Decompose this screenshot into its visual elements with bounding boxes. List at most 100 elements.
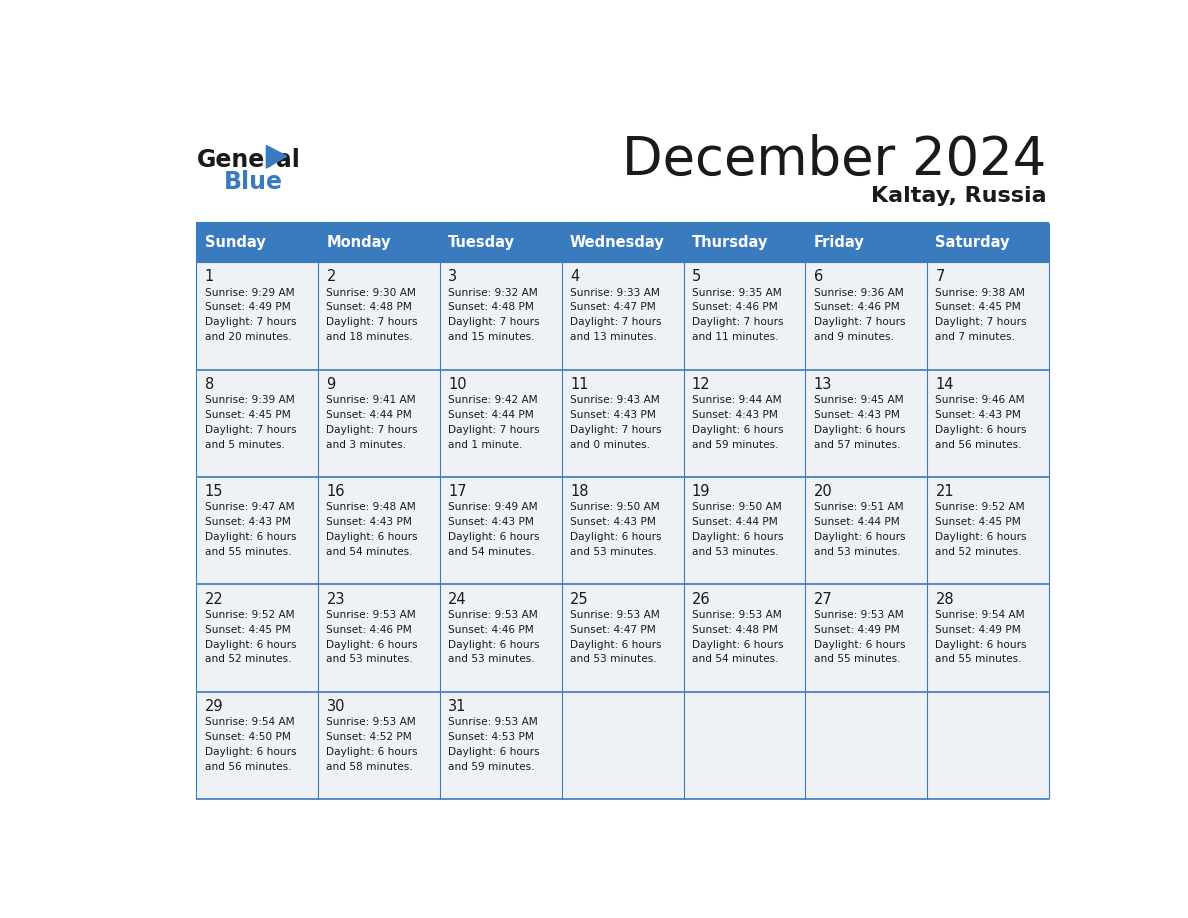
Text: and 3 minutes.: and 3 minutes. xyxy=(327,440,406,450)
Text: 14: 14 xyxy=(935,376,954,392)
Text: Sunrise: 9:45 AM: Sunrise: 9:45 AM xyxy=(814,395,903,405)
Text: 20: 20 xyxy=(814,484,833,499)
Bar xyxy=(318,263,440,370)
Text: Sunrise: 9:53 AM: Sunrise: 9:53 AM xyxy=(448,610,538,620)
Text: and 5 minutes.: and 5 minutes. xyxy=(204,440,285,450)
Text: 16: 16 xyxy=(327,484,345,499)
Bar xyxy=(805,585,927,692)
Text: Sunset: 4:43 PM: Sunset: 4:43 PM xyxy=(814,409,899,420)
Text: 7: 7 xyxy=(935,269,944,285)
Bar xyxy=(805,692,927,800)
Text: Daylight: 7 hours: Daylight: 7 hours xyxy=(204,318,296,328)
Bar xyxy=(683,585,805,692)
Text: Daylight: 6 hours: Daylight: 6 hours xyxy=(935,532,1026,543)
Text: Sunset: 4:44 PM: Sunset: 4:44 PM xyxy=(327,409,412,420)
Bar xyxy=(683,477,805,585)
Text: Daylight: 6 hours: Daylight: 6 hours xyxy=(327,747,418,757)
Text: and 52 minutes.: and 52 minutes. xyxy=(204,655,291,665)
Text: Daylight: 7 hours: Daylight: 7 hours xyxy=(691,318,783,328)
Text: and 58 minutes.: and 58 minutes. xyxy=(327,762,413,772)
Text: and 52 minutes.: and 52 minutes. xyxy=(935,547,1022,557)
Text: Daylight: 6 hours: Daylight: 6 hours xyxy=(204,532,296,543)
Bar xyxy=(440,585,562,692)
Text: Sunrise: 9:54 AM: Sunrise: 9:54 AM xyxy=(204,717,295,727)
Bar xyxy=(562,263,683,370)
Text: 17: 17 xyxy=(448,484,467,499)
Text: and 11 minutes.: and 11 minutes. xyxy=(691,332,778,342)
Text: Sunset: 4:45 PM: Sunset: 4:45 PM xyxy=(204,625,290,634)
Bar xyxy=(683,692,805,800)
Text: Daylight: 7 hours: Daylight: 7 hours xyxy=(814,318,905,328)
Text: and 59 minutes.: and 59 minutes. xyxy=(691,440,778,450)
Text: Daylight: 6 hours: Daylight: 6 hours xyxy=(691,532,783,543)
Text: Sunday: Sunday xyxy=(204,235,265,251)
Bar xyxy=(440,263,562,370)
Text: Daylight: 7 hours: Daylight: 7 hours xyxy=(204,425,296,435)
Text: 13: 13 xyxy=(814,376,832,392)
Text: Daylight: 7 hours: Daylight: 7 hours xyxy=(327,318,418,328)
Bar xyxy=(196,223,1049,263)
Text: 23: 23 xyxy=(327,591,345,607)
Text: Sunrise: 9:53 AM: Sunrise: 9:53 AM xyxy=(327,717,416,727)
Text: 4: 4 xyxy=(570,269,580,285)
Text: December 2024: December 2024 xyxy=(623,134,1047,185)
Text: and 53 minutes.: and 53 minutes. xyxy=(691,547,778,557)
Text: Daylight: 7 hours: Daylight: 7 hours xyxy=(935,318,1026,328)
Bar xyxy=(196,692,318,800)
Text: Daylight: 6 hours: Daylight: 6 hours xyxy=(814,532,905,543)
Text: Sunrise: 9:53 AM: Sunrise: 9:53 AM xyxy=(448,717,538,727)
Text: 22: 22 xyxy=(204,591,223,607)
Text: and 53 minutes.: and 53 minutes. xyxy=(570,547,657,557)
Text: Daylight: 6 hours: Daylight: 6 hours xyxy=(814,425,905,435)
Text: Daylight: 6 hours: Daylight: 6 hours xyxy=(814,640,905,650)
Text: and 59 minutes.: and 59 minutes. xyxy=(448,762,535,772)
Text: 5: 5 xyxy=(691,269,701,285)
Text: and 0 minutes.: and 0 minutes. xyxy=(570,440,650,450)
Text: and 55 minutes.: and 55 minutes. xyxy=(204,547,291,557)
Bar xyxy=(927,692,1049,800)
Text: 30: 30 xyxy=(327,699,345,714)
Text: and 54 minutes.: and 54 minutes. xyxy=(691,655,778,665)
Bar xyxy=(440,370,562,477)
Text: Sunset: 4:43 PM: Sunset: 4:43 PM xyxy=(204,518,291,527)
Text: Sunrise: 9:51 AM: Sunrise: 9:51 AM xyxy=(814,502,903,512)
Text: 31: 31 xyxy=(448,699,467,714)
Text: Friday: Friday xyxy=(814,235,865,251)
Bar xyxy=(927,585,1049,692)
Text: and 20 minutes.: and 20 minutes. xyxy=(204,332,291,342)
Text: 11: 11 xyxy=(570,376,588,392)
Text: 25: 25 xyxy=(570,591,589,607)
Text: and 54 minutes.: and 54 minutes. xyxy=(327,547,413,557)
Text: Sunset: 4:43 PM: Sunset: 4:43 PM xyxy=(570,518,656,527)
Text: Sunset: 4:48 PM: Sunset: 4:48 PM xyxy=(691,625,778,634)
Text: 9: 9 xyxy=(327,376,336,392)
Text: Kaltay, Russia: Kaltay, Russia xyxy=(871,186,1047,207)
Bar xyxy=(683,263,805,370)
Text: Daylight: 6 hours: Daylight: 6 hours xyxy=(204,747,296,757)
Text: and 53 minutes.: and 53 minutes. xyxy=(570,655,657,665)
Text: and 56 minutes.: and 56 minutes. xyxy=(935,440,1022,450)
Text: 18: 18 xyxy=(570,484,588,499)
Text: Sunrise: 9:32 AM: Sunrise: 9:32 AM xyxy=(448,287,538,297)
Text: 15: 15 xyxy=(204,484,223,499)
Text: Sunrise: 9:43 AM: Sunrise: 9:43 AM xyxy=(570,395,659,405)
Text: Sunrise: 9:50 AM: Sunrise: 9:50 AM xyxy=(570,502,659,512)
Text: Sunset: 4:49 PM: Sunset: 4:49 PM xyxy=(204,302,290,312)
Text: Sunrise: 9:30 AM: Sunrise: 9:30 AM xyxy=(327,287,416,297)
Text: General: General xyxy=(196,148,301,172)
Text: Daylight: 6 hours: Daylight: 6 hours xyxy=(691,640,783,650)
Text: Sunset: 4:44 PM: Sunset: 4:44 PM xyxy=(448,409,533,420)
Text: Daylight: 6 hours: Daylight: 6 hours xyxy=(570,640,662,650)
Text: Sunset: 4:52 PM: Sunset: 4:52 PM xyxy=(327,733,412,742)
Text: 2: 2 xyxy=(327,269,336,285)
Text: Sunset: 4:44 PM: Sunset: 4:44 PM xyxy=(814,518,899,527)
Text: Sunrise: 9:54 AM: Sunrise: 9:54 AM xyxy=(935,610,1025,620)
Text: Daylight: 7 hours: Daylight: 7 hours xyxy=(570,318,662,328)
Text: Daylight: 6 hours: Daylight: 6 hours xyxy=(691,425,783,435)
Text: Thursday: Thursday xyxy=(691,235,769,251)
Text: Sunset: 4:46 PM: Sunset: 4:46 PM xyxy=(814,302,899,312)
Text: Sunrise: 9:50 AM: Sunrise: 9:50 AM xyxy=(691,502,782,512)
Text: 19: 19 xyxy=(691,484,710,499)
Text: 12: 12 xyxy=(691,376,710,392)
Text: Sunrise: 9:53 AM: Sunrise: 9:53 AM xyxy=(691,610,782,620)
